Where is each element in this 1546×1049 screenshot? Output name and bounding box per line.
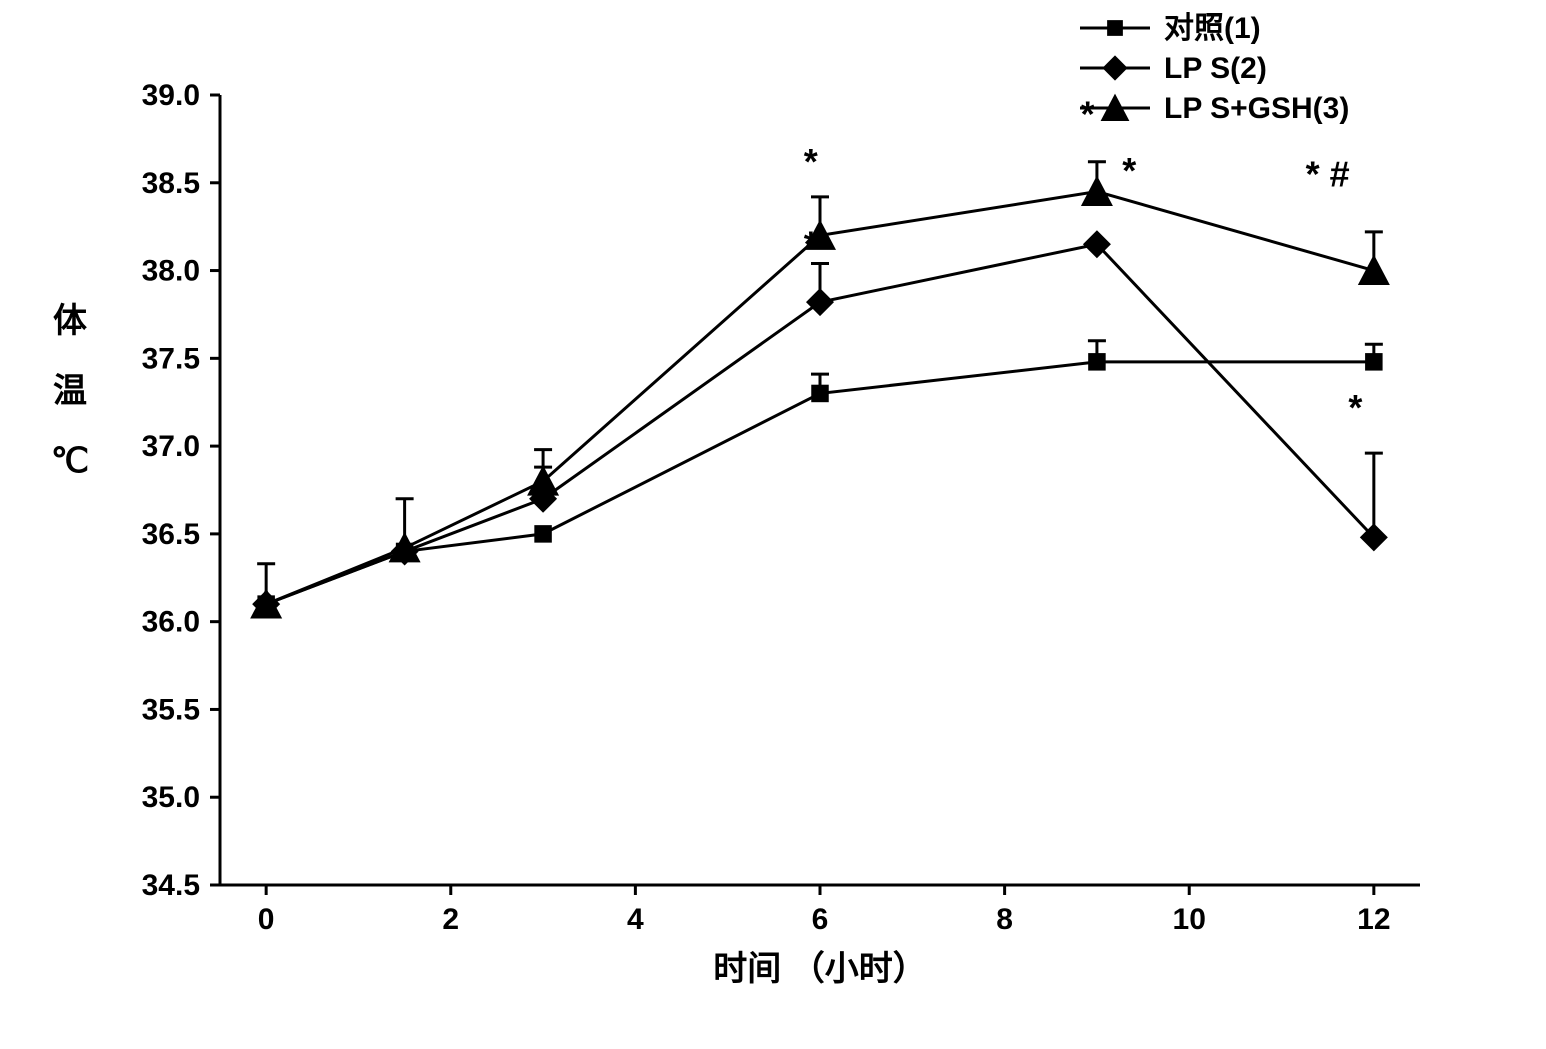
x-axis-label: 时间 （小时）: [713, 949, 926, 988]
legend-item-label: 对照(1): [1164, 12, 1261, 45]
svg-text:0: 0: [258, 903, 275, 936]
svg-text:37.5: 37.5: [142, 342, 200, 375]
chart-container: 34.5 35.0 35.5 36.0 36.5 37.0 37.5 38.0 38.5 39.0…: [0, 0, 1546, 1049]
svg-text:4: 4: [627, 903, 644, 936]
y-axis-label-line: 温: [53, 372, 87, 410]
svg-text:38.5: 38.5: [142, 167, 200, 200]
legend: 对照(1) LP S(2) LP S+GSH(3): [1080, 12, 1349, 125]
sig-annotation: * #: [1306, 153, 1350, 194]
y-axis-label-line: ℃: [51, 442, 89, 480]
svg-text:8: 8: [996, 903, 1013, 936]
line-chart: 34.5 35.0 35.5 36.0 36.5 37.0 37.5 38.0 38.5 39.0…: [0, 0, 1546, 1049]
sig-annotation: *: [804, 141, 818, 182]
svg-text:36.5: 36.5: [142, 518, 200, 551]
svg-text:39.0: 39.0: [142, 79, 200, 112]
legend-item-label: LP S(2): [1164, 52, 1267, 85]
sig-annotation: *: [1348, 387, 1362, 428]
svg-text:37.0: 37.0: [142, 430, 200, 463]
svg-text:35.0: 35.0: [142, 781, 200, 814]
y-axis-label-line: 体: [53, 302, 87, 340]
svg-text:10: 10: [1173, 903, 1206, 936]
series-control: [257, 341, 1383, 613]
svg-text:2: 2: [442, 903, 459, 936]
svg-text:36.0: 36.0: [142, 606, 200, 639]
svg-text:6: 6: [812, 903, 829, 936]
svg-text:35.5: 35.5: [142, 693, 200, 726]
svg-text:38.0: 38.0: [142, 255, 200, 288]
sig-annotation: *: [1081, 94, 1095, 135]
svg-text:12: 12: [1357, 903, 1390, 936]
sig-annotation: *: [804, 224, 818, 265]
sig-annotation: *: [1122, 150, 1136, 191]
svg-text:34.5: 34.5: [142, 869, 200, 902]
series-lps: [252, 230, 1388, 618]
legend-item-label: LP S+GSH(3): [1164, 92, 1349, 125]
